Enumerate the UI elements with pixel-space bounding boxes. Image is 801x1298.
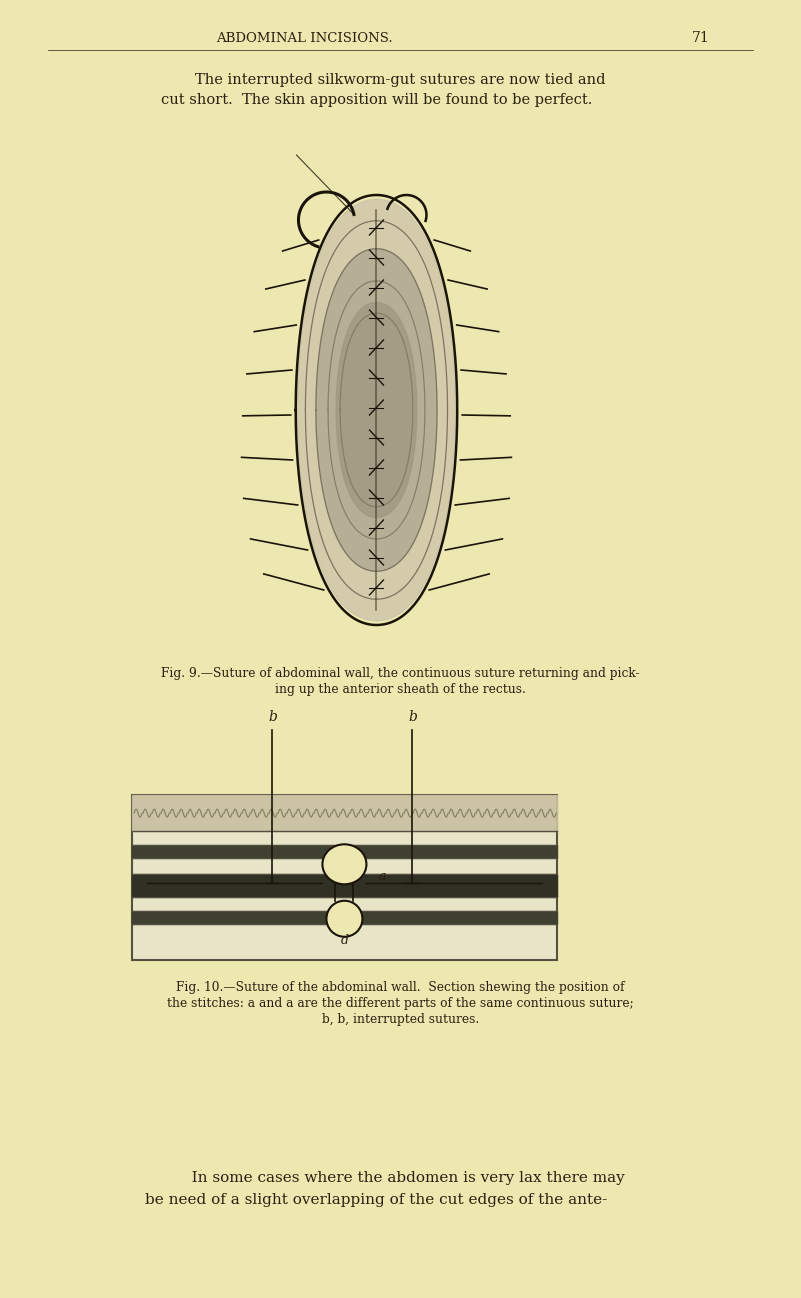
Text: The interrupted silkworm-gut sutures are now tied and: The interrupted silkworm-gut sutures are… bbox=[195, 73, 606, 87]
Text: Fig. 10.—Suture of the abdominal wall.  Section shewing the position of: Fig. 10.—Suture of the abdominal wall. S… bbox=[176, 981, 625, 994]
Text: a: a bbox=[379, 870, 386, 883]
Ellipse shape bbox=[327, 901, 362, 937]
Text: 71: 71 bbox=[692, 31, 710, 45]
Text: b: b bbox=[268, 710, 277, 724]
Ellipse shape bbox=[323, 844, 366, 884]
Text: cut short.  The skin apposition will be found to be perfect.: cut short. The skin apposition will be f… bbox=[161, 93, 592, 106]
Text: ABDOMINAL INCISIONS.: ABDOMINAL INCISIONS. bbox=[216, 31, 392, 44]
Polygon shape bbox=[297, 200, 456, 620]
Text: b: b bbox=[408, 710, 417, 724]
Text: b, b, interrupted sutures.: b, b, interrupted sutures. bbox=[322, 1014, 479, 1027]
Text: the stitches: a and a are the different parts of the same continuous suture;: the stitches: a and a are the different … bbox=[167, 997, 634, 1011]
Text: Fig. 9.—Suture of abdominal wall, the continuous suture returning and pick-: Fig. 9.—Suture of abdominal wall, the co… bbox=[161, 666, 640, 679]
Text: ing up the anterior sheath of the rectus.: ing up the anterior sheath of the rectus… bbox=[275, 683, 526, 696]
Text: be need of a slight overlapping of the cut edges of the ante-: be need of a slight overlapping of the c… bbox=[145, 1193, 608, 1207]
Polygon shape bbox=[316, 249, 437, 571]
Bar bbox=[132, 794, 557, 961]
Text: d: d bbox=[340, 935, 348, 948]
Polygon shape bbox=[336, 302, 417, 518]
Text: In some cases where the abdomen is very lax there may: In some cases where the abdomen is very … bbox=[177, 1171, 624, 1185]
